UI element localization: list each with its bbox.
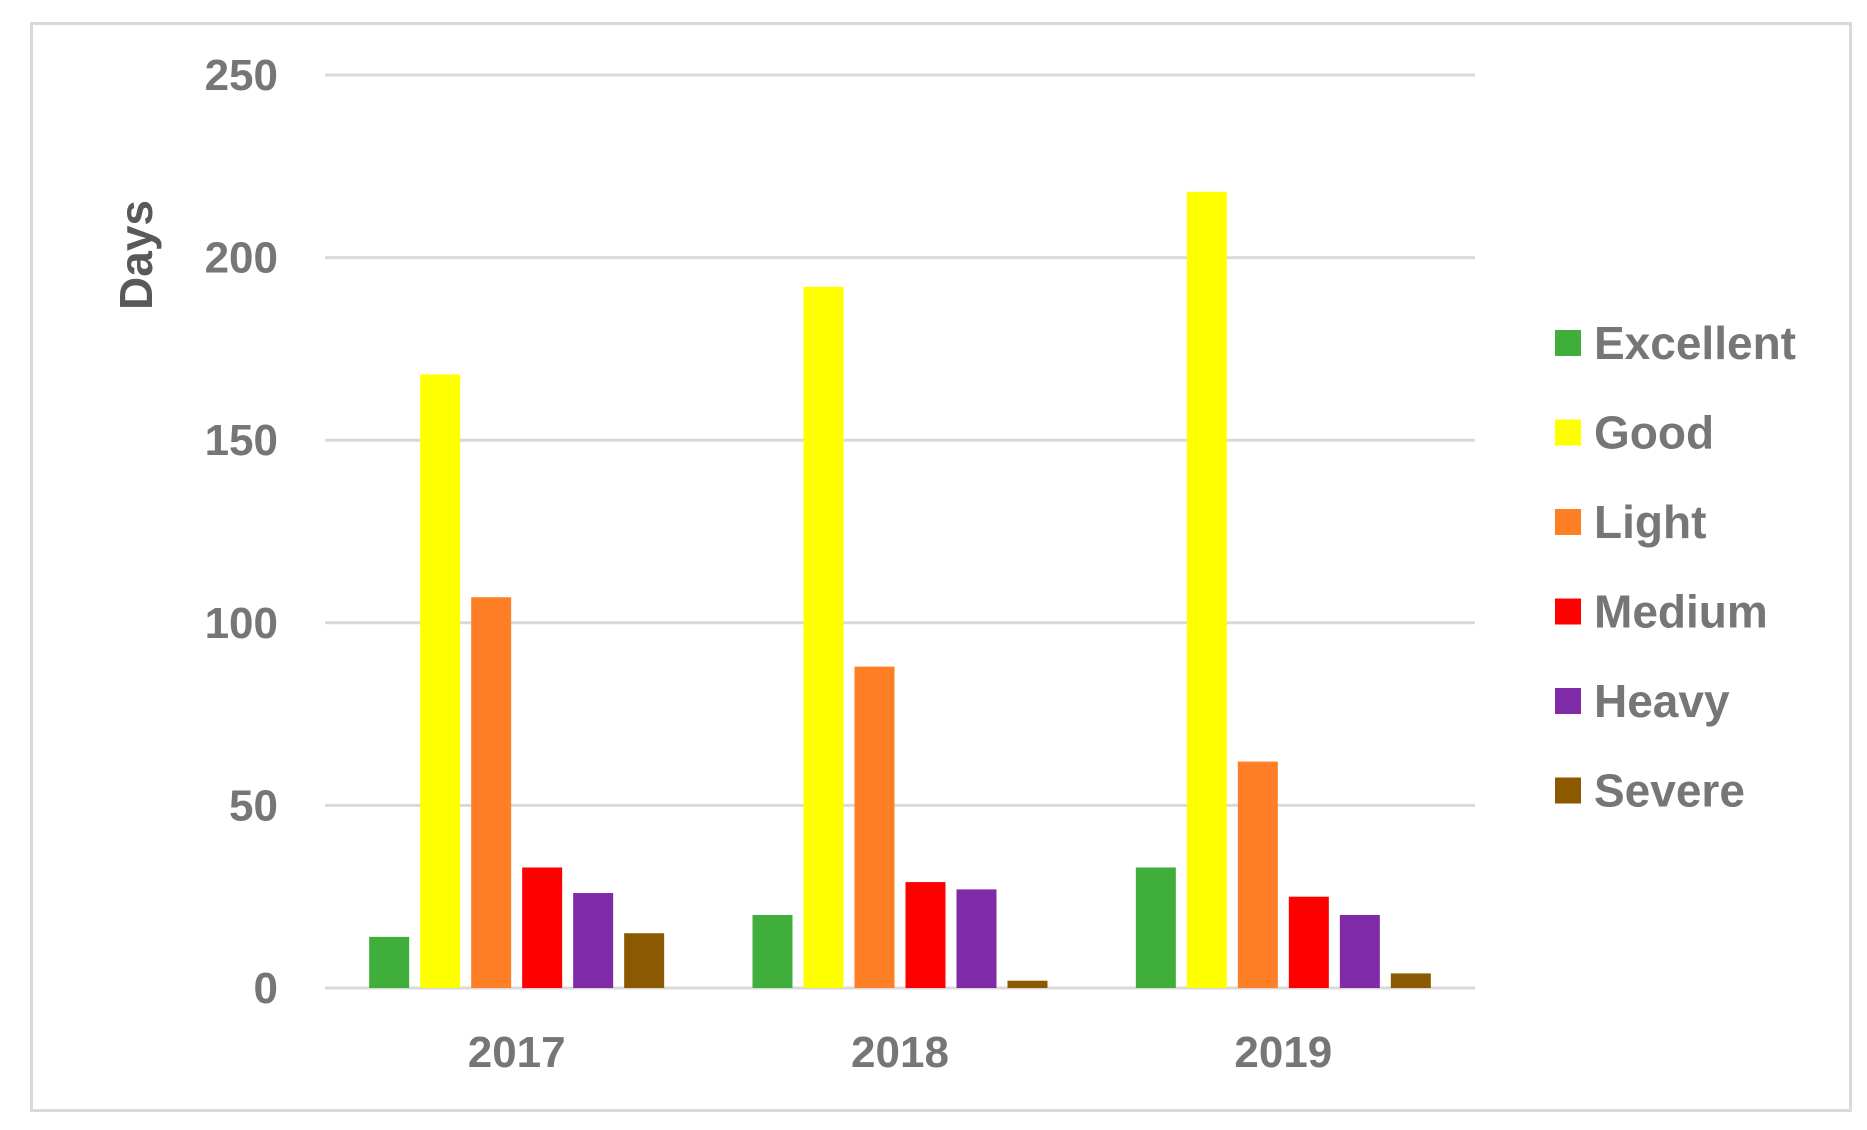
- bar-2019-light: [1237, 761, 1278, 988]
- y-tick-label: 50: [229, 781, 278, 830]
- legend-swatch-light: [1555, 509, 1581, 535]
- legend-label-medium: Medium: [1594, 586, 1768, 638]
- bar-2017-severe: [624, 933, 665, 988]
- bar-2019-medium: [1288, 896, 1329, 988]
- bars: [369, 191, 1431, 988]
- y-tick-label: 150: [205, 416, 278, 465]
- gridlines: [325, 73, 1475, 990]
- bar-2018-heavy: [956, 889, 997, 988]
- legend-label-excellent: Excellent: [1594, 317, 1796, 369]
- bar-2018-severe: [1007, 980, 1048, 988]
- legend-swatch-good: [1555, 419, 1581, 446]
- bar-2017-good: [420, 374, 461, 988]
- y-tick-label: 200: [205, 234, 278, 283]
- bar-2018-medium: [905, 882, 946, 988]
- y-tick-label: 250: [205, 51, 278, 100]
- bar-2018-light: [854, 666, 895, 988]
- bar-2019-excellent: [1135, 867, 1176, 988]
- bar-2018-good: [803, 286, 844, 988]
- x-tick-label: 2018: [851, 1028, 949, 1077]
- bar-2019-severe: [1390, 973, 1431, 988]
- legend-label-good: Good: [1594, 407, 1714, 459]
- legend-label-severe: Severe: [1594, 765, 1745, 817]
- x-tick-label: 2019: [1234, 1028, 1332, 1077]
- y-axis-title: Days: [110, 200, 162, 310]
- legend-swatch-heavy: [1555, 688, 1581, 714]
- y-tick-label: 100: [205, 599, 278, 648]
- legend-label-heavy: Heavy: [1594, 675, 1730, 727]
- legend-swatch-excellent: [1555, 330, 1581, 356]
- y-tick-label: 0: [254, 964, 278, 1013]
- y-axis-ticks: 0 50 100 150 200 250: [205, 51, 278, 1013]
- x-axis-ticks: 2017 2018 2019: [468, 1028, 1333, 1077]
- legend-swatch-medium: [1555, 598, 1581, 625]
- bar-2019-good: [1186, 191, 1227, 988]
- bar-2017-heavy: [573, 893, 614, 988]
- legend-swatch-severe: [1555, 777, 1581, 804]
- x-tick-label: 2017: [468, 1028, 566, 1077]
- legend-label-light: Light: [1594, 496, 1706, 548]
- bar-2017-light: [471, 597, 512, 988]
- bar-2018-excellent: [752, 914, 793, 988]
- bar-2017-medium: [522, 867, 563, 988]
- legend: Excellent Good Light Medium Heavy Severe: [1555, 317, 1796, 817]
- bar-2017-excellent: [369, 936, 410, 988]
- bar-2019-heavy: [1339, 914, 1380, 988]
